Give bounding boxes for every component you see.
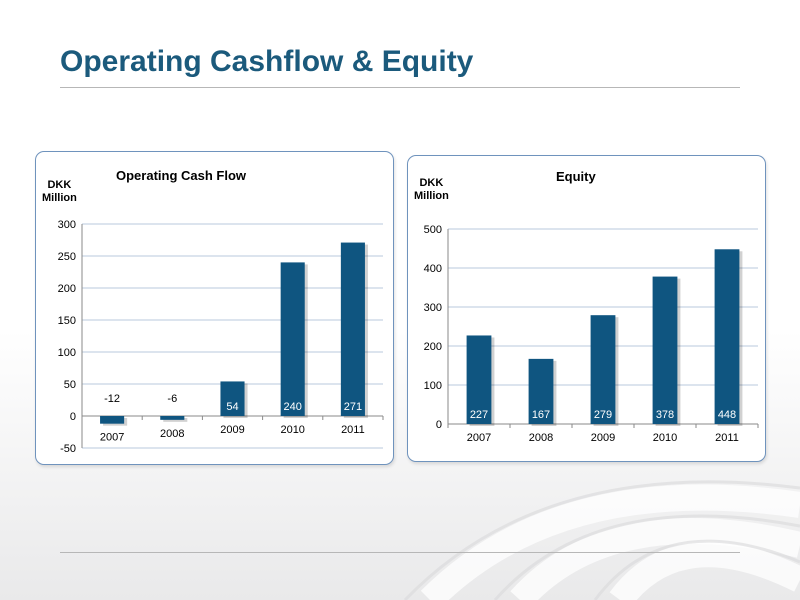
x-category-label: 2010 bbox=[280, 424, 304, 436]
y-tick-label: 200 bbox=[58, 283, 76, 295]
data-label: 227 bbox=[470, 409, 488, 421]
bar-2008 bbox=[160, 416, 185, 420]
y-axis-unit-label: DKK Million bbox=[414, 177, 449, 203]
x-category-label: 2008 bbox=[160, 428, 184, 440]
bar-2010 bbox=[280, 262, 305, 416]
data-label: 167 bbox=[532, 409, 550, 421]
y-axis-unit-line-2: Million bbox=[42, 192, 77, 204]
y-tick-label: 0 bbox=[70, 411, 76, 423]
title-divider bbox=[60, 87, 740, 88]
x-category-label: 2008 bbox=[529, 432, 553, 444]
x-category-label: 2010 bbox=[653, 432, 677, 444]
y-tick-label: 300 bbox=[58, 219, 76, 231]
operating-cash-flow-plot: 300 250 200 150 100 50 0 -50 2007 -12 2008 -6 2009 54… bbox=[58, 219, 384, 455]
data-label: 448 bbox=[718, 409, 736, 421]
bar-2009 bbox=[590, 315, 616, 424]
bar-2011 bbox=[714, 249, 740, 424]
bar-2010 bbox=[652, 276, 678, 424]
chart-title: Equity bbox=[556, 169, 596, 184]
y-tick-label: 500 bbox=[424, 224, 442, 236]
y-tick-label: 100 bbox=[58, 347, 76, 359]
y-tick-label: 200 bbox=[424, 341, 442, 353]
y-axis-unit-line-1: DKK bbox=[419, 177, 444, 189]
x-category-label: 2009 bbox=[220, 424, 244, 436]
bar-shadow bbox=[163, 418, 188, 422]
y-tick-label: 100 bbox=[424, 380, 442, 392]
x-category-label: 2009 bbox=[591, 432, 615, 444]
y-tick-label: 150 bbox=[58, 315, 76, 327]
operating-cash-flow-chart-panel: Operating Cash Flow DKK Million 300 250 20… bbox=[35, 151, 394, 465]
equity-chart-panel: Equity DKK Million 500 400 300 200 100 0 2007 2… bbox=[407, 155, 766, 462]
y-axis-unit-line-1: DKK bbox=[47, 179, 72, 191]
bar-2011 bbox=[340, 242, 365, 416]
x-category-label: 2007 bbox=[467, 432, 491, 444]
data-label: 240 bbox=[284, 401, 302, 413]
chart-title: Operating Cash Flow bbox=[116, 168, 247, 183]
bar-2007 bbox=[466, 335, 492, 424]
y-axis-unit-line-2: Million bbox=[414, 190, 449, 202]
y-axis-unit-label: DKK Million bbox=[42, 179, 77, 205]
page-title: Operating Cashflow & Equity bbox=[60, 45, 474, 78]
data-label: 54 bbox=[226, 401, 238, 413]
y-tick-label: 300 bbox=[424, 302, 442, 314]
equity-plot: 500 400 300 200 100 0 2007 227 2008 167 2009 279 201… bbox=[424, 224, 759, 444]
data-label: 271 bbox=[344, 401, 362, 413]
y-tick-label: -50 bbox=[60, 443, 76, 455]
y-tick-label: 50 bbox=[64, 379, 76, 391]
footer-divider bbox=[60, 552, 740, 553]
y-tick-label: 250 bbox=[58, 251, 76, 263]
data-label: -6 bbox=[167, 393, 177, 405]
y-tick-label: 0 bbox=[436, 419, 442, 431]
data-label: 279 bbox=[594, 409, 612, 421]
bar-2009 bbox=[220, 381, 245, 416]
data-label: 378 bbox=[656, 409, 674, 421]
data-label: -12 bbox=[104, 393, 120, 405]
bar-2007 bbox=[100, 416, 125, 424]
x-category-label: 2007 bbox=[100, 432, 124, 444]
bar-2008 bbox=[528, 358, 554, 424]
y-tick-label: 400 bbox=[424, 263, 442, 275]
x-category-label: 2011 bbox=[715, 432, 739, 444]
x-category-label: 2011 bbox=[341, 424, 365, 436]
